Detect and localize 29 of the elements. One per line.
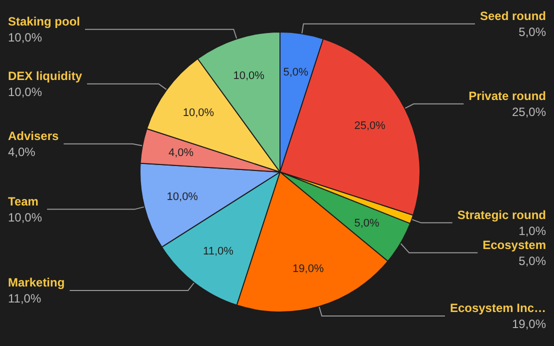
slice-label: Ecosystem (482, 238, 546, 252)
text: 10,0% (8, 84, 42, 99)
slice-label: Ecosystem Inc… (450, 301, 546, 316)
slice-label: Team (8, 194, 38, 208)
text: 5,0% (518, 254, 546, 268)
data-label: 11,0% (203, 246, 234, 258)
slice-label: Strategic round (457, 208, 546, 222)
data-label: 10,0% (182, 106, 214, 119)
text: 4,0% (8, 144, 36, 159)
data-label: 19,0% (292, 262, 324, 275)
text: 5,0% (518, 24, 546, 39)
data-label: 10,0% (8, 210, 42, 224)
text: 11,0% (8, 292, 42, 306)
slice-label: Advisers (8, 128, 60, 143)
data-label: 1,0% (518, 224, 546, 238)
slice-label: DEX liquidity (8, 68, 82, 83)
slice-label: Private round (468, 88, 546, 103)
data-label: 5,0% (283, 66, 309, 78)
text: 25,0% (354, 120, 386, 132)
text: 10,0% (166, 191, 198, 204)
data-label: 10,0% (233, 70, 265, 82)
slice-label: Staking pool (8, 14, 80, 28)
text: 19,0% (512, 317, 546, 332)
data-label: 25,0% (512, 104, 546, 119)
text: 10,0% (8, 30, 42, 44)
data-label: 4,0% (168, 147, 194, 160)
slice-label: Marketing (8, 276, 65, 290)
data-label: 5,0% (354, 217, 380, 230)
slice-label: Seed round (480, 8, 546, 23)
